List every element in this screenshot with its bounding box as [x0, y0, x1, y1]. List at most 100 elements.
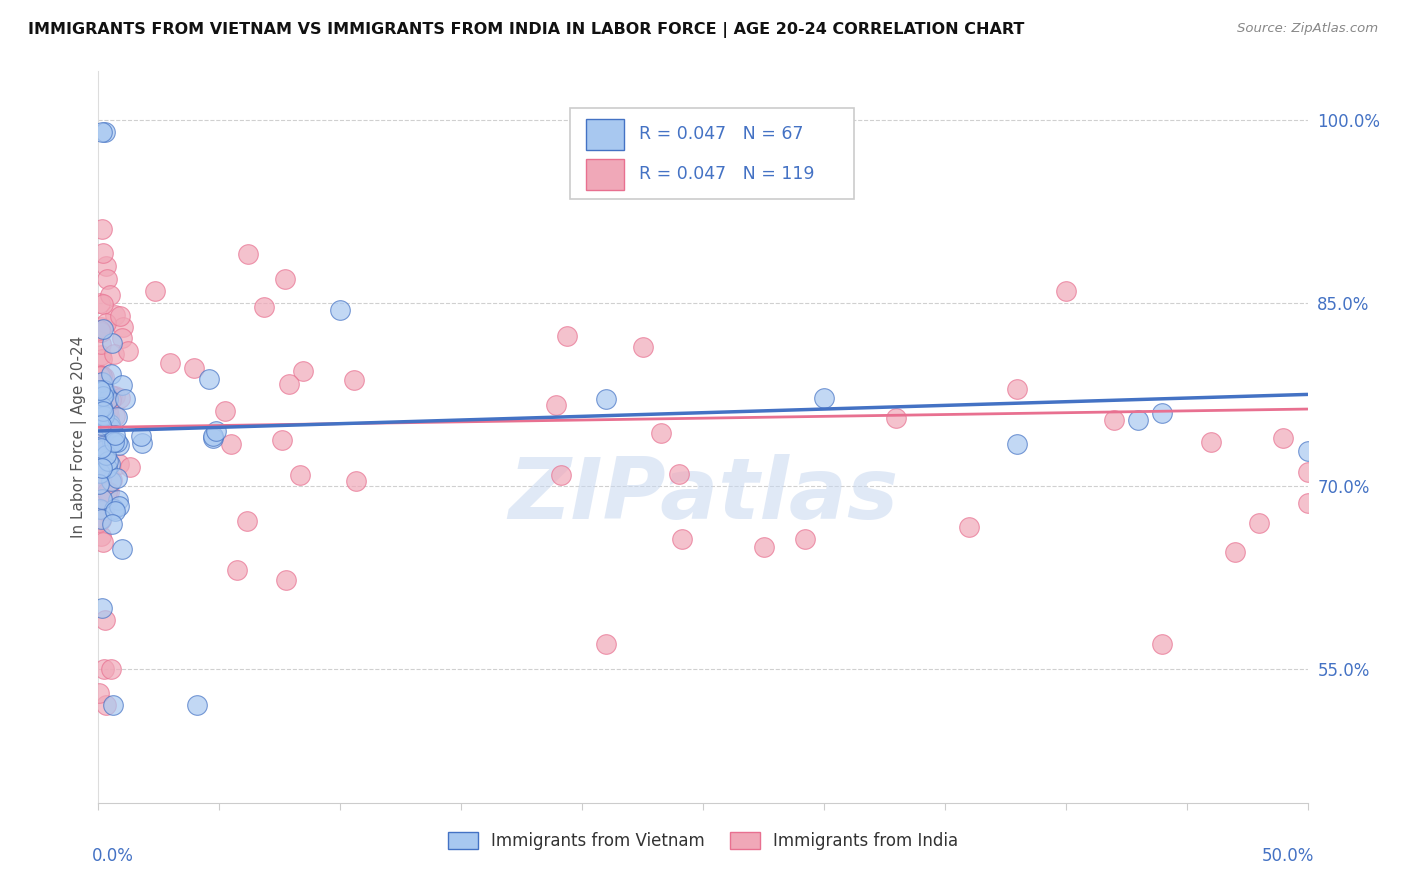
Point — [110, 309, 132, 323]
Point — [97, 454, 120, 468]
Point — [89, 501, 111, 516]
Point — [90, 473, 112, 487]
Point — [91, 389, 114, 403]
Point — [90, 601, 112, 615]
Point — [104, 389, 127, 403]
Point — [1152, 637, 1174, 651]
Point — [93, 370, 115, 384]
Point — [90, 325, 112, 339]
Point — [238, 247, 260, 261]
Point — [89, 383, 111, 397]
Point — [98, 391, 121, 405]
Point — [98, 417, 121, 432]
Point — [1296, 465, 1319, 479]
Point — [100, 368, 122, 382]
Point — [344, 475, 367, 489]
Point — [91, 408, 114, 422]
Text: Source: ZipAtlas.com: Source: ZipAtlas.com — [1237, 22, 1378, 36]
Point — [90, 400, 112, 414]
Point — [91, 486, 114, 500]
Point — [91, 125, 114, 139]
Point — [98, 288, 121, 302]
Bar — [586, 119, 624, 150]
Point — [813, 392, 835, 406]
Point — [89, 296, 111, 310]
Point — [94, 613, 117, 627]
Point — [546, 398, 568, 412]
Point — [186, 698, 208, 713]
Point — [90, 337, 112, 351]
Point — [131, 436, 153, 450]
Point — [96, 409, 118, 423]
Point — [108, 457, 131, 471]
Point — [101, 435, 124, 450]
Point — [111, 378, 134, 392]
Point — [94, 316, 117, 330]
Point — [93, 435, 115, 450]
Point — [108, 391, 131, 405]
Point — [90, 513, 112, 527]
Point — [274, 271, 297, 285]
Point — [103, 504, 125, 518]
Point — [89, 418, 111, 433]
Point — [97, 411, 120, 425]
Point — [198, 371, 221, 385]
Point — [214, 404, 236, 418]
Point — [104, 409, 127, 423]
Point — [93, 409, 115, 423]
Point — [668, 467, 690, 481]
Point — [595, 392, 617, 407]
Point — [89, 442, 111, 457]
Point — [100, 388, 122, 402]
Point — [103, 347, 125, 361]
Point — [277, 376, 299, 391]
Point — [90, 351, 112, 366]
Point — [93, 409, 115, 424]
Point — [101, 516, 124, 531]
Point — [103, 501, 125, 516]
Point — [90, 529, 112, 543]
Point — [291, 364, 314, 378]
Point — [87, 515, 110, 529]
Point — [90, 222, 112, 236]
Point — [90, 369, 112, 384]
Point — [91, 246, 114, 260]
Point — [93, 442, 115, 457]
Point — [94, 260, 117, 274]
Point — [143, 284, 166, 298]
Point — [101, 335, 124, 350]
Point — [111, 542, 134, 557]
Point — [98, 420, 121, 434]
Text: 50.0%: 50.0% — [1261, 847, 1313, 864]
Point — [90, 348, 112, 362]
Point — [90, 439, 112, 453]
Point — [91, 491, 114, 506]
Point — [90, 368, 112, 383]
Point — [1223, 545, 1246, 559]
Point — [93, 387, 115, 401]
Point — [183, 361, 205, 376]
Point — [274, 574, 297, 588]
Point — [101, 473, 124, 487]
Point — [89, 403, 111, 417]
Point — [91, 535, 114, 549]
Point — [98, 485, 121, 500]
Point — [94, 448, 117, 462]
Point — [98, 457, 121, 471]
Point — [89, 429, 111, 443]
Point — [91, 375, 114, 389]
Point — [91, 409, 114, 423]
Point — [94, 386, 117, 401]
Point — [253, 300, 276, 314]
Point — [107, 437, 129, 451]
Text: 0.0%: 0.0% — [93, 847, 134, 864]
Point — [111, 320, 134, 334]
Point — [108, 500, 131, 514]
Point — [91, 322, 114, 336]
Point — [105, 410, 128, 425]
Point — [94, 125, 117, 139]
Point — [87, 425, 110, 439]
Text: ZIPatlas: ZIPatlas — [508, 454, 898, 537]
Point — [93, 662, 115, 676]
Point — [100, 474, 122, 488]
